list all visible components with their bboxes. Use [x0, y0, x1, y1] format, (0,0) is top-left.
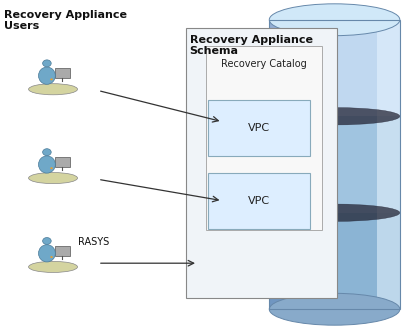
- Ellipse shape: [269, 204, 400, 221]
- Bar: [269, 213, 400, 309]
- Ellipse shape: [269, 293, 400, 325]
- Ellipse shape: [269, 108, 400, 125]
- Text: Recovery Catalog: Recovery Catalog: [221, 59, 307, 69]
- Ellipse shape: [29, 172, 78, 184]
- Ellipse shape: [42, 60, 51, 67]
- Text: VPC: VPC: [248, 123, 270, 133]
- Ellipse shape: [38, 67, 55, 84]
- FancyBboxPatch shape: [55, 246, 70, 256]
- FancyBboxPatch shape: [208, 173, 310, 229]
- Polygon shape: [269, 20, 295, 309]
- FancyBboxPatch shape: [55, 68, 70, 78]
- Ellipse shape: [50, 167, 53, 169]
- FancyBboxPatch shape: [186, 28, 337, 298]
- Ellipse shape: [50, 78, 53, 80]
- Text: VPC: VPC: [248, 196, 270, 206]
- Ellipse shape: [29, 261, 78, 272]
- Ellipse shape: [269, 4, 400, 36]
- Ellipse shape: [42, 238, 51, 244]
- Bar: [269, 116, 400, 213]
- Ellipse shape: [38, 245, 55, 262]
- Text: RASYS: RASYS: [78, 237, 109, 247]
- Text: Recovery Appliance
Users: Recovery Appliance Users: [4, 10, 127, 32]
- FancyBboxPatch shape: [206, 46, 322, 230]
- Ellipse shape: [50, 256, 53, 258]
- FancyBboxPatch shape: [55, 157, 70, 167]
- Polygon shape: [377, 20, 400, 309]
- Ellipse shape: [29, 84, 78, 95]
- Ellipse shape: [42, 149, 51, 156]
- Bar: [269, 20, 400, 309]
- Bar: [269, 20, 400, 116]
- FancyBboxPatch shape: [208, 100, 310, 156]
- Text: Recovery Appliance
Schema: Recovery Appliance Schema: [190, 35, 313, 56]
- Ellipse shape: [38, 156, 55, 173]
